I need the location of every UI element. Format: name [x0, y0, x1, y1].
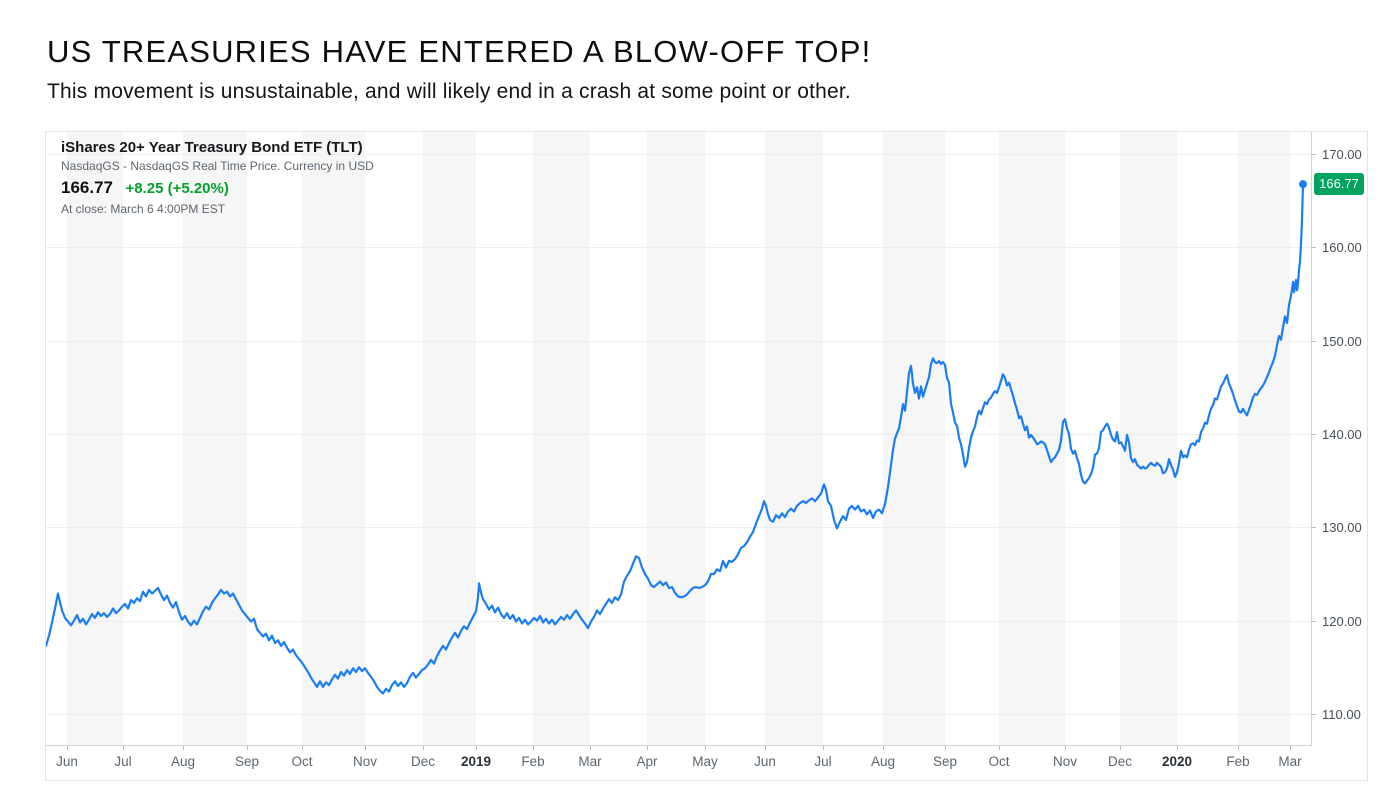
- gridline: [46, 527, 1311, 529]
- x-axis-tick: [590, 746, 591, 750]
- x-axis-label: Feb: [1226, 754, 1250, 769]
- x-axis-label: Nov: [1052, 754, 1078, 769]
- y-axis-label: 140.00: [1322, 426, 1362, 442]
- last-price: 166.77: [61, 178, 113, 197]
- month-stripe: [533, 132, 590, 745]
- y-axis-tick: [1311, 433, 1316, 435]
- x-axis-tick: [67, 746, 68, 750]
- last-price-dot: [1299, 180, 1307, 189]
- x-axis-line: [46, 745, 1312, 746]
- price-series-path: [46, 183, 1305, 695]
- x-axis-label: Jul: [114, 754, 132, 769]
- x-axis-tick: [1238, 746, 1239, 750]
- gridline: [46, 340, 1311, 342]
- month-stripe: [1238, 132, 1290, 745]
- instrument-title: iShares 20+ Year Treasury Bond ETF (TLT): [61, 139, 363, 156]
- x-axis-tick: [945, 746, 946, 750]
- month-stripe: [999, 132, 1065, 745]
- x-axis-label: Feb: [521, 754, 545, 769]
- x-axis-label: Oct: [291, 754, 313, 769]
- gridline: [46, 713, 1311, 715]
- x-axis-tick: [123, 746, 124, 750]
- x-axis-tick: [533, 746, 534, 750]
- month-stripe: [765, 132, 823, 745]
- chart-card: 170.00 160.00 150.00 140.00 130.00 120.00 110.…: [45, 131, 1368, 781]
- x-axis-label: Mar: [578, 754, 602, 769]
- page-headline: US TREASURIES HAVE ENTERED A BLOW-OFF TO…: [47, 34, 872, 69]
- x-axis-label: Dec: [410, 754, 436, 769]
- x-axis-tick: [365, 746, 366, 750]
- y-axis-tick: [1311, 154, 1316, 155]
- x-axis-label: Jul: [814, 754, 832, 769]
- x-axis-label: Jun: [754, 754, 776, 769]
- x-axis-tick: [1065, 746, 1066, 750]
- x-axis-label: Apr: [636, 754, 658, 769]
- x-axis-label: Aug: [870, 754, 896, 769]
- x-axis-label: Sep: [932, 754, 958, 769]
- gridline: [46, 247, 1311, 249]
- y-axis-label: 170.00: [1322, 147, 1362, 162]
- x-axis-label: 2019: [460, 754, 492, 769]
- x-axis-label: Sep: [234, 754, 260, 769]
- gridline: [46, 433, 1311, 435]
- x-axis-label: Nov: [352, 754, 378, 769]
- y-axis-line: [1311, 132, 1312, 745]
- month-stripe: [883, 132, 945, 745]
- month-stripe: [1120, 132, 1177, 745]
- price-line-chart: [46, 180, 1307, 695]
- gridline: [46, 154, 1311, 155]
- x-axis-tick: [423, 746, 424, 750]
- x-axis-tick: [883, 746, 884, 750]
- x-axis-tick: [247, 746, 248, 750]
- month-stripe: [67, 132, 123, 745]
- y-axis-label: 110.00: [1322, 706, 1361, 722]
- x-axis-label: Oct: [988, 754, 1010, 769]
- x-axis-tick: [765, 746, 766, 750]
- close-note: At close: March 6 4:00PM EST: [61, 202, 226, 216]
- y-axis-tick: [1311, 713, 1316, 715]
- x-axis-label: Jun: [56, 754, 78, 769]
- x-axis-tick: [302, 746, 303, 750]
- x-axis-tick: [1177, 746, 1178, 750]
- price-line: 166.77 +8.25 (+5.20%): [61, 178, 374, 198]
- x-axis-label: May: [692, 754, 718, 769]
- y-axis-tick: [1311, 340, 1316, 342]
- chart-header: iShares 20+ Year Treasury Bond ETF (TLT)…: [61, 139, 374, 216]
- y-axis-label: 120.00: [1322, 613, 1362, 629]
- y-axis-label: 160.00: [1322, 240, 1362, 256]
- x-axis-tick: [705, 746, 706, 750]
- gridline: [46, 620, 1311, 622]
- current-price-badge: 166.77: [1314, 173, 1364, 196]
- month-stripe: [647, 132, 705, 745]
- y-axis-tick: [1311, 247, 1316, 249]
- y-axis-tick: [1311, 527, 1316, 529]
- exchange-info: NasdaqGS - NasdaqGS Real Time Price. Cur…: [61, 159, 374, 173]
- x-axis-label: 2020: [1161, 754, 1193, 769]
- x-axis-tick: [999, 746, 1000, 750]
- x-axis-tick: [1120, 746, 1121, 750]
- y-axis-label: 130.00: [1322, 520, 1362, 536]
- x-axis-tick: [476, 746, 477, 750]
- month-stripe: [302, 132, 365, 745]
- x-axis-label: Aug: [170, 754, 196, 769]
- y-axis-label: 150.00: [1322, 333, 1362, 349]
- x-axis-tick: [1290, 746, 1291, 750]
- x-axis-label: Mar: [1278, 754, 1302, 769]
- x-axis-tick: [183, 746, 184, 750]
- x-axis-tick: [823, 746, 824, 750]
- x-axis-tick: [647, 746, 648, 750]
- y-axis-tick: [1311, 620, 1316, 622]
- price-change: +8.25 (+5.20%): [125, 180, 229, 197]
- chart-plot-area[interactable]: 170.00 160.00 150.00 140.00 130.00 120.00 110.…: [46, 132, 1362, 769]
- month-stripe: [183, 132, 247, 745]
- x-axis-label: Dec: [1107, 754, 1133, 769]
- page-subheadline: This movement is unsustainable, and will…: [47, 80, 851, 103]
